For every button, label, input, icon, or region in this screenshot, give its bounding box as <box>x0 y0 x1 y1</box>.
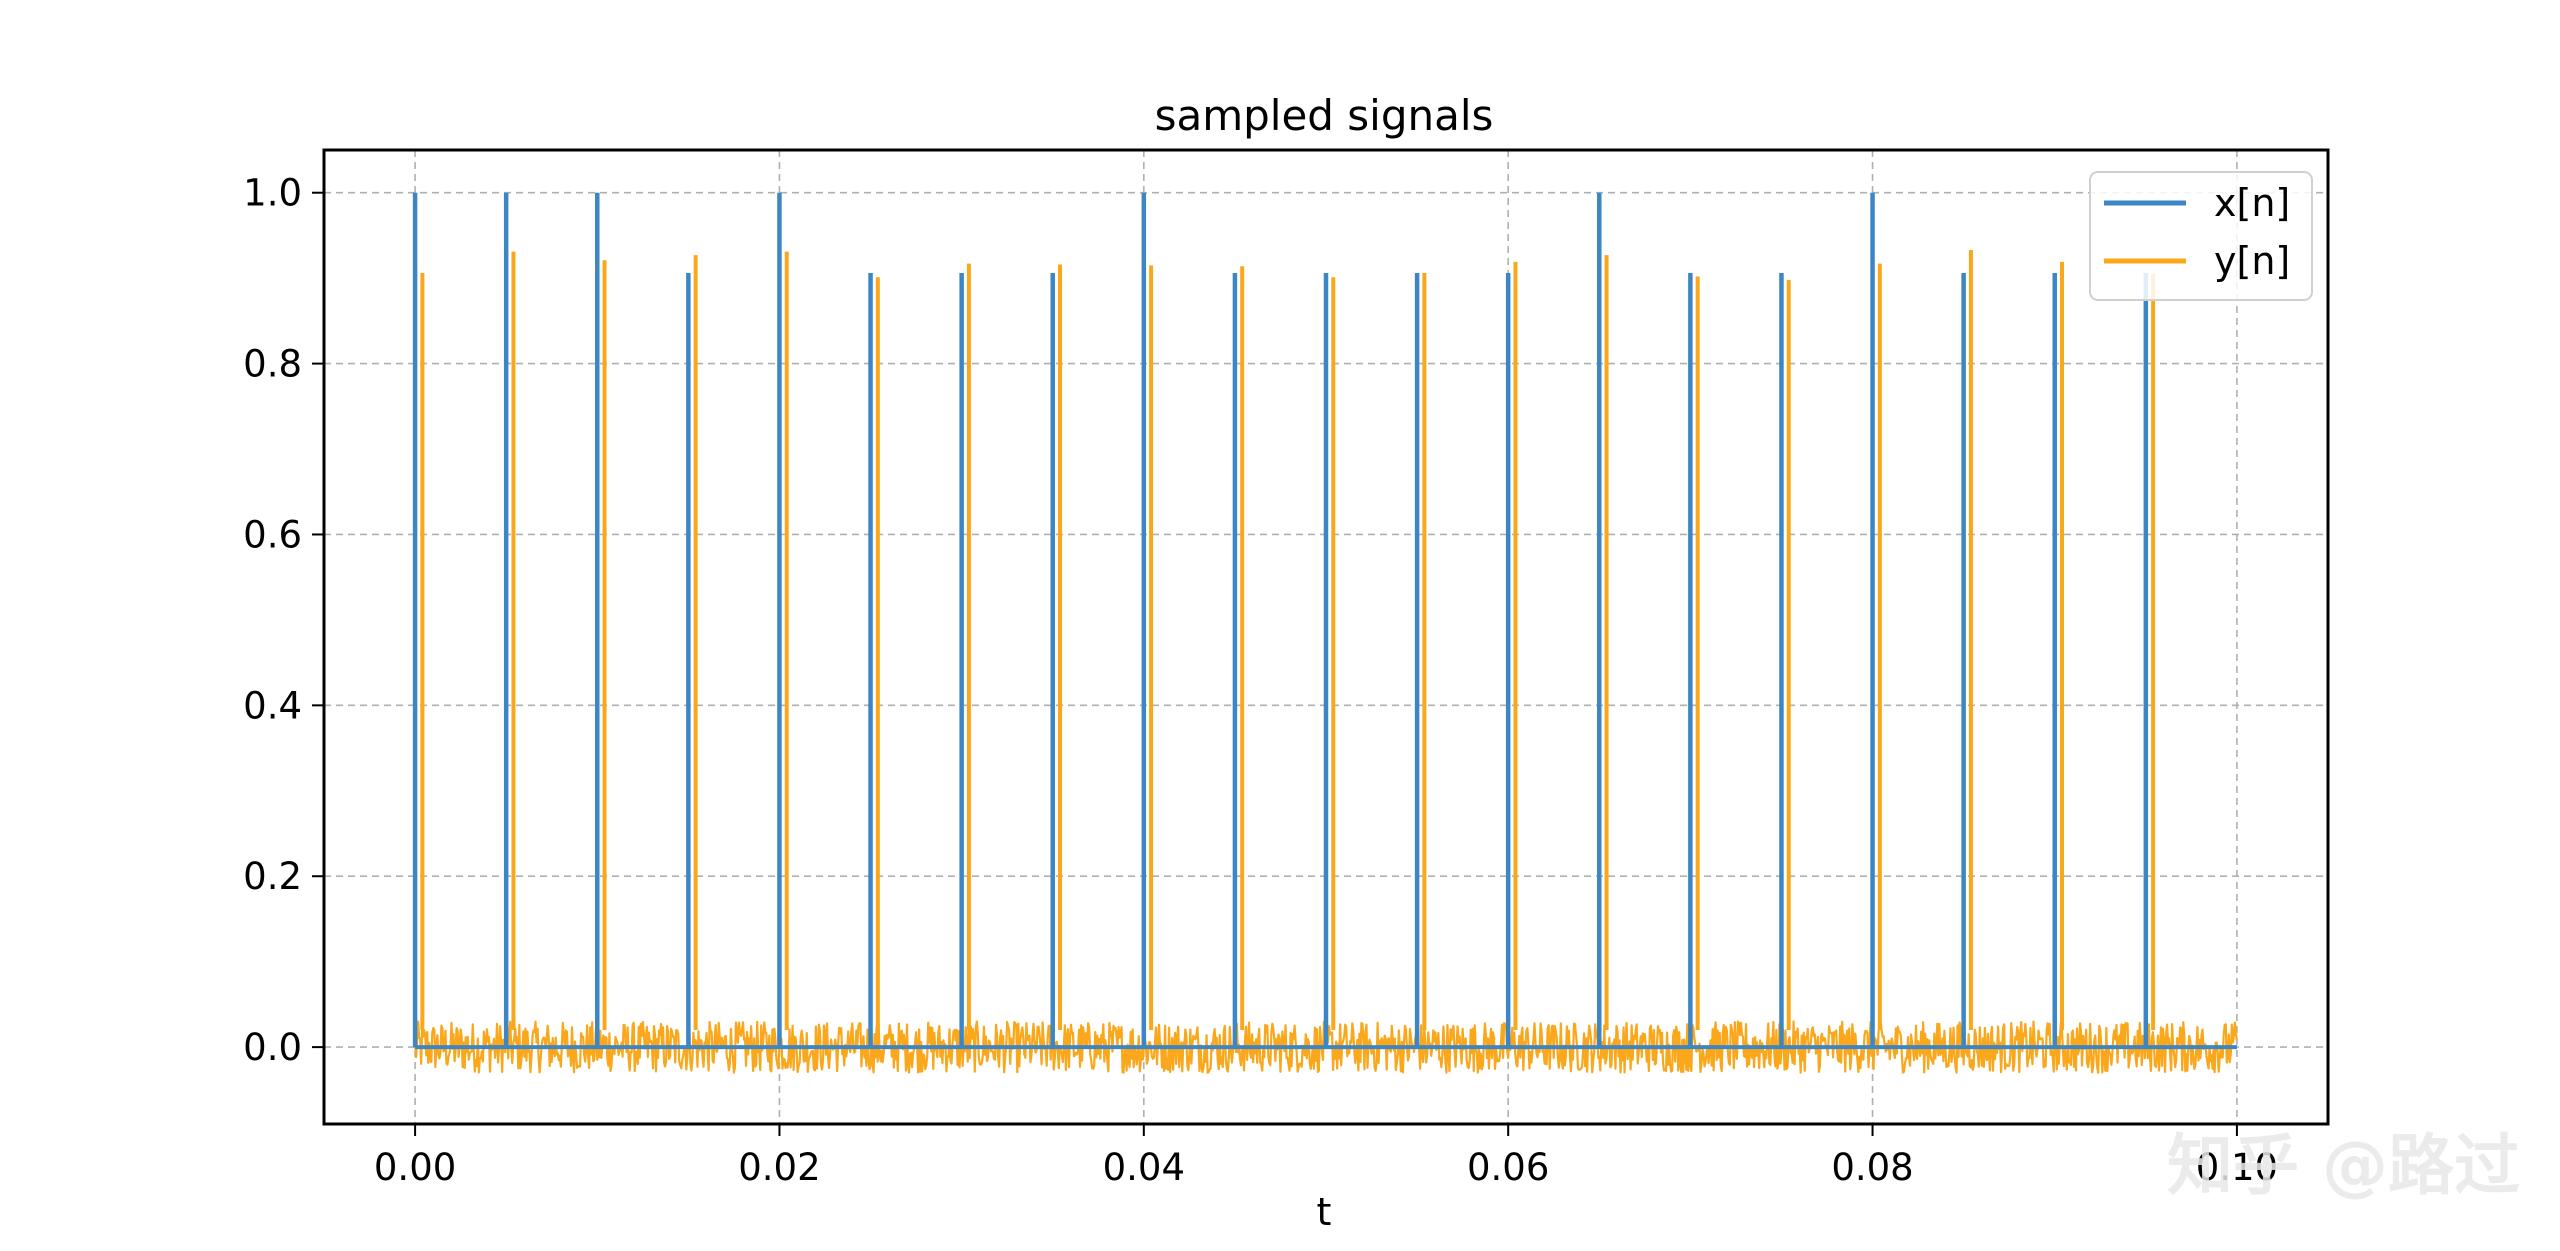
y-axis-ticks: 0.0 0.2 0.4 0.6 0.8 1.0 <box>243 172 324 1069</box>
legend-label-y-n: y[n] <box>2214 239 2290 283</box>
y-tick-label: 0.0 <box>243 1026 302 1069</box>
y-tick-label: 1.0 <box>243 172 302 215</box>
legend-label-x-n: x[n] <box>2214 181 2290 225</box>
x-tick-label: 0.06 <box>1467 1146 1549 1189</box>
axes-frame <box>322 148 2330 1126</box>
watermark: 知乎 @路过 <box>2167 1127 2520 1204</box>
x-axis-label: t <box>1317 1190 1332 1234</box>
x-tick-label: 0.04 <box>1103 1146 1185 1189</box>
chart-title: sampled signals <box>1155 91 1494 140</box>
y-tick-label: 0.4 <box>243 684 302 727</box>
series-x-n <box>412 192 2237 1050</box>
legend: x[n] y[n] <box>2089 171 2313 301</box>
x-tick-label: 0.00 <box>374 1146 456 1189</box>
x-axis-ticks: 0.00 0.02 0.04 0.06 0.08 0.10 <box>374 1124 2278 1189</box>
x-tick-label: 0.08 <box>1831 1146 1913 1189</box>
y-tick-label: 0.8 <box>243 343 302 386</box>
x-tick-label: 0.02 <box>738 1146 820 1189</box>
series-y-n <box>413 249 2238 1074</box>
y-tick-label: 0.6 <box>243 513 302 556</box>
y-tick-label: 0.2 <box>243 855 302 898</box>
x-tick-label: 0.10 <box>2196 1146 2278 1189</box>
